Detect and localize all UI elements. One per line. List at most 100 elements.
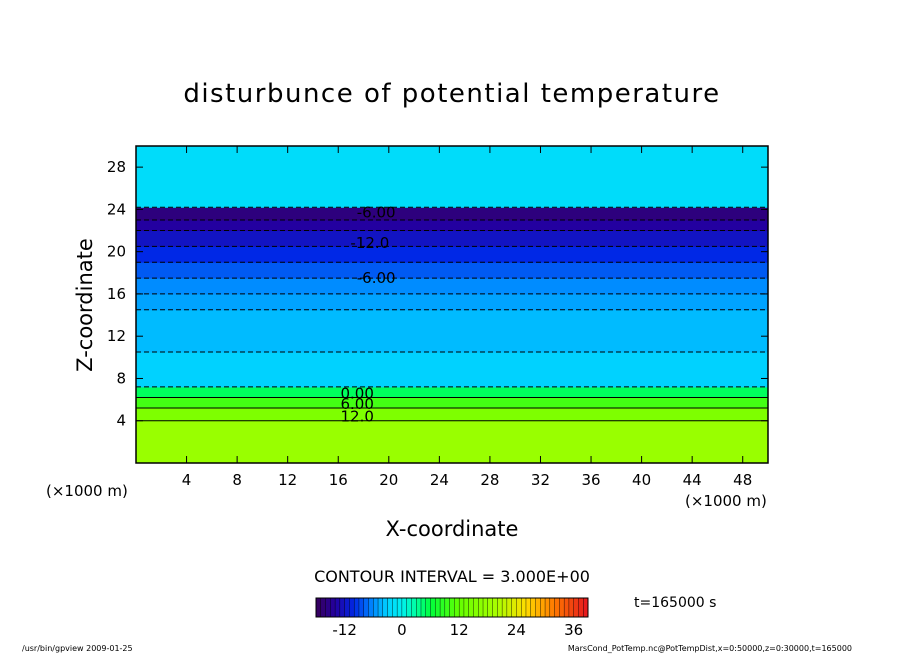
- y-tick-label-1: 8: [116, 369, 126, 387]
- colorbar-cell-1: [320, 597, 327, 618]
- x-tick-label-10: 44: [683, 471, 702, 489]
- colorbar-cell-9: [358, 597, 365, 618]
- colorbar-cell-35: [482, 597, 489, 618]
- colorbar-cell-20: [411, 597, 417, 618]
- colorbar-cell-50: [554, 597, 560, 618]
- colorbar-cell-54: [573, 597, 579, 618]
- colorbar-cell-36: [487, 597, 494, 618]
- colorbar-cell-8: [353, 597, 360, 618]
- colorbar-cell-55: [578, 597, 584, 618]
- colorbar-cell-19: [406, 597, 412, 618]
- colorbar-cell-4: [334, 597, 341, 618]
- x-unit-left: (×1000 m): [46, 482, 128, 500]
- colorbar-cell-13: [377, 597, 384, 618]
- heatmap-bands: [136, 146, 768, 463]
- contour-label-5: 12.0: [340, 408, 373, 426]
- colorbar-cell-5: [339, 597, 346, 618]
- heatmap-band-11: [136, 219, 768, 232]
- x-tick-label-6: 28: [480, 471, 499, 489]
- heatmap-band-4: [136, 352, 768, 388]
- y-tick-label-3: 16: [107, 285, 126, 303]
- x-tick-label-11: 48: [733, 471, 752, 489]
- heatmap-band-5: [136, 309, 768, 353]
- x-tick-label-0: 4: [182, 471, 192, 489]
- colorbar-cell-44: [525, 597, 532, 618]
- y-tick-label-6: 28: [107, 158, 126, 176]
- x-tick-label-4: 20: [379, 471, 398, 489]
- footer-left: /usr/bin/gpview 2009-01-25: [22, 644, 133, 653]
- colorbar-cell-25: [435, 597, 441, 618]
- heatmap-band-6: [136, 293, 768, 311]
- colorbar-cell-3: [330, 597, 336, 618]
- chart-title: disturbunce of potential temperature: [183, 79, 720, 109]
- colorbar-cell-7: [349, 597, 355, 618]
- colorbar-tick-label-2: 12: [450, 621, 469, 639]
- colorbar-cell-6: [344, 597, 350, 618]
- x-unit-right: (×1000 m): [685, 492, 767, 510]
- colorbar-cell-45: [530, 597, 537, 618]
- heatmap-band-7: [136, 278, 768, 295]
- x-tick-label-9: 40: [632, 471, 651, 489]
- colorbar-ticks: -12 0 12 24 36: [332, 621, 583, 639]
- heatmap-band-3: [136, 386, 768, 398]
- x-tick-label-2: 12: [278, 471, 297, 489]
- colorbar-cell-40: [506, 597, 513, 618]
- colorbar-cell-24: [430, 597, 436, 618]
- heatmap-band-9: [136, 246, 768, 263]
- colorbar-cell-2: [325, 597, 331, 618]
- colorbar-cell-21: [416, 597, 422, 618]
- colorbar-cell-43: [520, 597, 527, 618]
- colorbar-cell-31: [463, 597, 470, 618]
- colorbar-cell-28: [449, 597, 455, 618]
- colorbar-frame: [315, 597, 589, 618]
- x-tick-label-1: 8: [232, 471, 242, 489]
- colorbar-cell-0: [315, 597, 322, 618]
- heatmap-band-0: [136, 420, 768, 463]
- heatmap-band-1: [136, 408, 768, 422]
- colorbar-cell-46: [535, 597, 541, 618]
- y-tick-label-0: 4: [116, 412, 126, 430]
- colorbar-cell-42: [516, 597, 522, 618]
- colorbar-cell-52: [563, 597, 570, 618]
- colorbar-cell-39: [501, 597, 508, 618]
- colorbar-tick-label-1: 0: [397, 621, 407, 639]
- colorbar-cell-32: [468, 597, 474, 618]
- colorbar-cell-30: [458, 597, 465, 618]
- contour-interval-label: CONTOUR INTERVAL = 3.000E+00: [314, 567, 590, 586]
- colorbar-cell-51: [559, 597, 565, 618]
- y-tick-label-4: 20: [107, 243, 126, 261]
- colorbar-cell-23: [425, 597, 432, 618]
- y-tick-label-2: 12: [107, 327, 126, 345]
- colorbar-cell-41: [511, 597, 517, 618]
- contour-label-2: -6.00: [357, 269, 396, 287]
- heatmap-band-12: [136, 207, 768, 221]
- heatmap-band-8: [136, 262, 768, 279]
- colorbar-cell-27: [444, 597, 451, 618]
- colorbar-cell-15: [387, 597, 393, 618]
- contour-label-4: 6.00: [340, 395, 373, 413]
- contour-label-3: 0.00: [340, 384, 373, 402]
- colorbar-cell-47: [540, 597, 546, 618]
- colorbar-cell-11: [368, 597, 374, 618]
- colorbar-cell-49: [549, 597, 556, 618]
- colorbar-cell-26: [439, 597, 446, 618]
- colorbar-cell-33: [473, 597, 479, 618]
- contour-label-0: -6.00: [357, 204, 396, 222]
- x-tick-label-7: 32: [531, 471, 550, 489]
- colorbar-cell-29: [454, 597, 460, 618]
- contour-label-1: -12.0: [350, 234, 389, 252]
- colorbar-cell-37: [492, 597, 498, 618]
- heatmap-band-10: [136, 230, 768, 247]
- colorbar-cell-16: [392, 597, 398, 618]
- colorbar-cell-48: [544, 597, 551, 618]
- heatmap-band-13: [136, 146, 768, 208]
- colorbar-cell-53: [568, 597, 575, 618]
- colorbar-tick-label-3: 24: [507, 621, 526, 639]
- x-axis: 4 8 12 16 20 24 28 32 36 40 44 48: [182, 146, 752, 489]
- colorbar-cell-38: [497, 597, 503, 618]
- colorbar-cell-22: [420, 597, 427, 618]
- colorbar-cell-12: [373, 597, 379, 618]
